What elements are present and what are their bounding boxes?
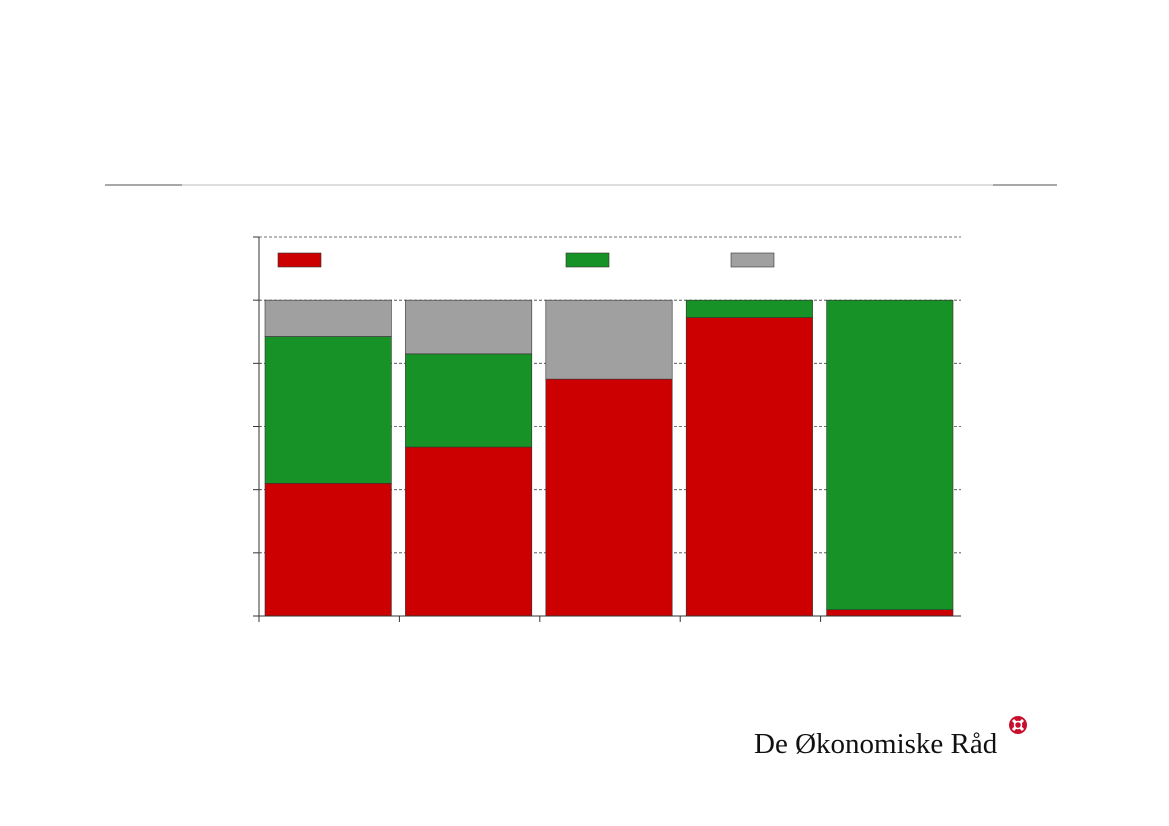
logo-text: De Økonomiske Råd xyxy=(754,728,998,760)
bar-segment xyxy=(826,609,954,617)
bar-segment xyxy=(405,299,533,355)
bar-segment xyxy=(826,299,954,610)
legend-swatch xyxy=(277,252,322,268)
chart xyxy=(253,236,961,622)
bar-segment xyxy=(405,353,533,448)
legend-swatch xyxy=(730,252,775,268)
bar-segment xyxy=(545,299,673,380)
logo-icon xyxy=(1009,716,1027,734)
bar-segment xyxy=(405,446,533,617)
bar-segment xyxy=(685,317,813,617)
legend-swatch xyxy=(565,252,610,268)
bar-segment xyxy=(264,336,392,484)
bar-segment xyxy=(685,299,813,318)
bar-segment xyxy=(545,378,673,617)
bar-segment xyxy=(264,483,392,617)
bar-segment xyxy=(264,299,392,337)
